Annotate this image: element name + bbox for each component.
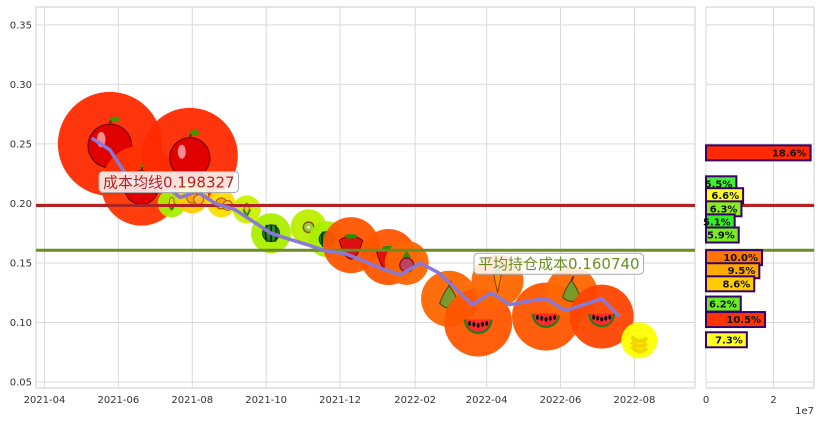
x-tick-label: 2021-10 [245, 395, 287, 406]
bar-rect [705, 226, 740, 244]
banana-icon [630, 335, 649, 344]
y-tick-label: 0.05 [10, 378, 32, 389]
apple-leaf [109, 116, 120, 122]
watermelon-seed [476, 322, 480, 328]
x-tick-label: 2021-12 [319, 395, 361, 406]
side-x-tick-label: 2 [770, 395, 776, 406]
y-tick-label: 0.10 [10, 318, 32, 329]
reference-annotations: 成本均线0.198327 平均持仓成本0.160740 [98, 170, 645, 275]
annotation-label: 成本均线0.198327 [103, 173, 235, 191]
bar-rect [705, 275, 756, 293]
watermelon-seed [485, 320, 489, 326]
bar-label: 10.5% [726, 315, 761, 326]
kiwi-core [307, 225, 311, 229]
watermelon-seed [472, 321, 476, 327]
pear-stem [570, 275, 575, 282]
side-scale-label: 1e7 [795, 406, 814, 417]
bar-label: 8.6% [723, 279, 751, 290]
bar-label: 18.6% [772, 148, 807, 159]
distribution-bar: 6.2% [705, 295, 742, 313]
distribution-bar: 10.5% [705, 311, 767, 329]
watermelon-seed [535, 314, 539, 320]
bar-label: 9.5% [728, 266, 756, 277]
bar-label: 7.3% [715, 335, 743, 346]
x-tick-label: 2022-06 [540, 395, 582, 406]
watermelon-seed [592, 314, 596, 320]
reference-lines [36, 203, 695, 252]
x-tick-label: 2021-04 [24, 395, 66, 406]
marker [207, 189, 236, 218]
banana-icon [630, 340, 649, 349]
annotation-box [473, 252, 645, 275]
apple-highlight [177, 144, 186, 159]
watermelon-seed [604, 315, 608, 321]
distribution-bar: 5.9% [705, 226, 740, 244]
x-tick-label: 2022-02 [394, 395, 436, 406]
corn-husk [242, 208, 252, 217]
distribution-bar: 7.3% [705, 331, 748, 349]
marker [569, 284, 634, 349]
bar-label: 5.1% [703, 217, 731, 228]
x-tick-label: 2022-04 [466, 395, 508, 406]
marker [232, 195, 261, 224]
x-tick-label: 2021-08 [171, 395, 213, 406]
distribution-bar: 5.1% [703, 213, 736, 231]
melon-stripe [264, 224, 268, 242]
bar-label: 10.0% [723, 253, 758, 264]
bar-label: 6.2% [709, 300, 737, 311]
side-x-tick-label: 0 [703, 395, 709, 406]
annotation-label: 平均持仓成本0.160740 [478, 255, 640, 273]
watermelon-seed [553, 314, 557, 320]
y-tick-labels: 0.05 0.10 0.15 0.20 0.25 0.30 0.35 [10, 20, 32, 388]
bar-rect [705, 144, 812, 162]
banana-icon [630, 345, 649, 354]
distribution-bar: 8.6% [705, 275, 756, 293]
distribution-bar: 18.6% [705, 144, 812, 162]
y-tick-label: 0.30 [10, 80, 32, 91]
bar-label: 5.9% [707, 231, 735, 242]
melon-stripe [320, 231, 324, 248]
annotation-box [98, 170, 240, 193]
watermelon-seed [608, 314, 612, 320]
reference-annotation: 平均持仓成本0.160740 [473, 252, 645, 275]
watermelon-seed [600, 316, 604, 322]
watermelon-seed [548, 315, 552, 321]
series-line [90, 136, 622, 318]
radish-leaves [402, 250, 412, 258]
distribution-plot: 18.6% 5.5%6.6% 6.3% 5.1% 5.9% 10.0% 9.5% 8.6% 6.… [703, 6, 815, 417]
watermelon-seed [468, 320, 472, 326]
strawberry-leaves [344, 233, 358, 239]
watermelon-seed [480, 321, 484, 327]
bar-label: 6.6% [711, 191, 739, 202]
x-tick-labels: 2021-04 2021-06 2021-08 2021-10 2021-12 2022-… [24, 395, 656, 406]
bar-rect [705, 331, 748, 349]
bar-label: 6.3% [710, 204, 738, 215]
pear-icon [562, 279, 581, 302]
distribution-bars: 18.6% 5.5%6.6% 6.3% 5.1% 5.9% 10.0% 9.5% 8.6% 6.… [703, 144, 812, 349]
x-tick-label: 2022-08 [614, 395, 656, 406]
distribution-bar: 10.0% [705, 249, 764, 267]
watermelon-seed [540, 315, 544, 321]
bar-label: 5.5% [705, 179, 733, 190]
y-tick-label: 0.35 [10, 20, 32, 31]
x-tick-label: 2021-06 [97, 395, 139, 406]
y-tick-label: 0.20 [10, 199, 32, 210]
y-tick-label: 0.15 [10, 258, 32, 269]
apple-leaf [189, 130, 200, 136]
watermelon-seed [596, 315, 600, 321]
bar-rect [705, 311, 767, 329]
watermelon-seed [544, 316, 548, 322]
main-plot: 0.050.100.150.200.250.300.35 2021-04 2021… [10, 6, 696, 406]
marker [621, 322, 658, 359]
y-tick-label: 0.25 [10, 139, 32, 150]
price-series [90, 136, 622, 318]
reference-annotation: 成本均线0.198327 [98, 170, 240, 193]
